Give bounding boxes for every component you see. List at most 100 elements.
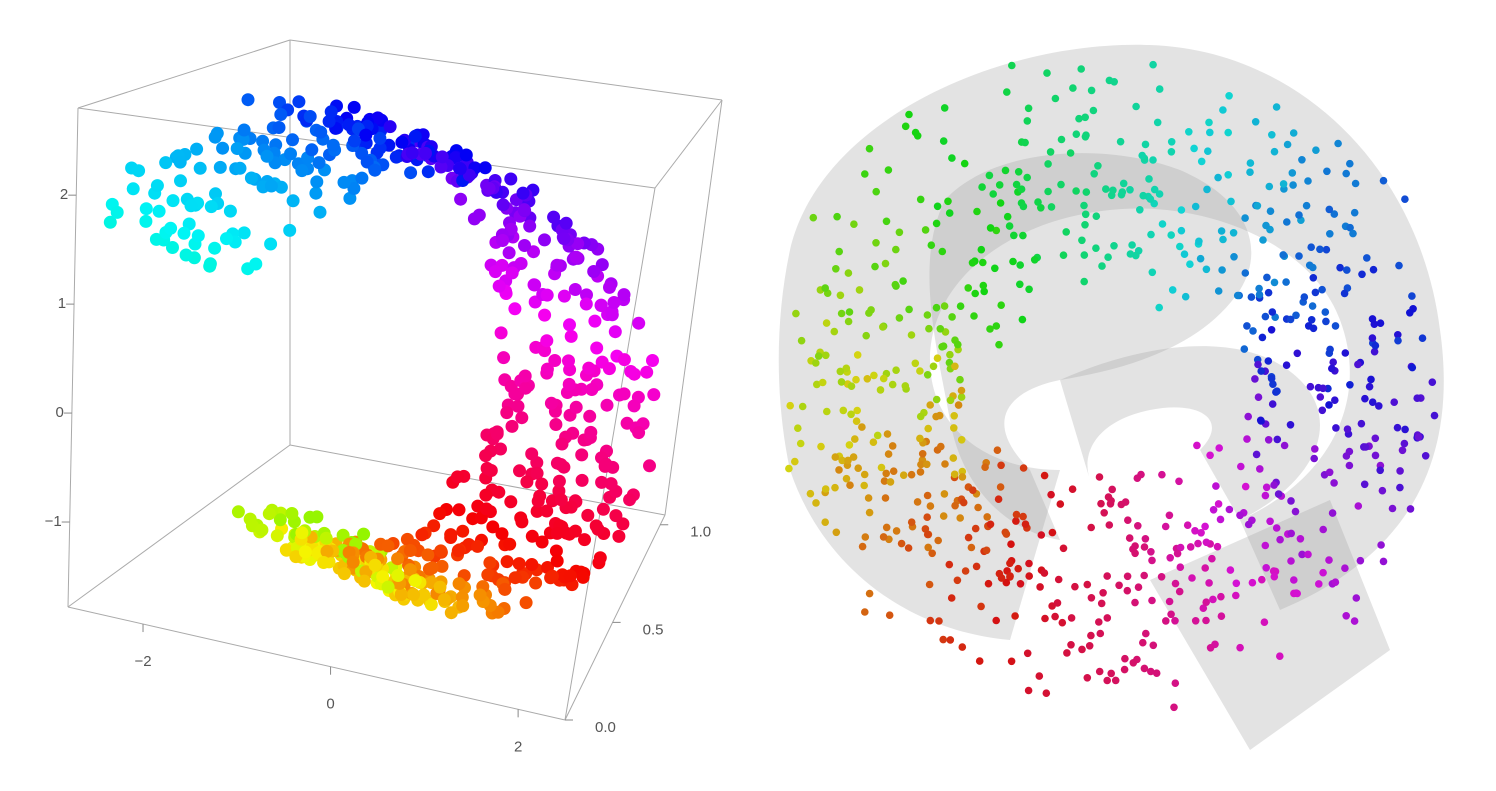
decorative-point: [1209, 595, 1217, 604]
decorative-point: [1379, 176, 1388, 185]
decorative-point: [1069, 84, 1077, 92]
decorative-point: [1012, 180, 1021, 189]
decorative-point: [992, 322, 1001, 330]
decorative-point: [1325, 205, 1334, 214]
decorative-point: [1321, 308, 1330, 316]
decorative-point: [1371, 341, 1380, 350]
decorative-point: [996, 199, 1005, 207]
decorative-point: [1269, 567, 1278, 575]
decorative-point: [1167, 138, 1176, 146]
decorative-point: [904, 544, 913, 552]
decorative-point: [389, 150, 403, 164]
decorative-point: [513, 464, 526, 478]
decorative-point: [951, 501, 959, 510]
decorative-point: [1171, 579, 1180, 588]
decorative-point: [934, 536, 942, 545]
decorative-point: [895, 314, 904, 322]
decorative-point: [1010, 231, 1018, 240]
decorative-point: [1288, 169, 1297, 177]
decorative-point: [806, 489, 815, 498]
decorative-point: [882, 469, 890, 478]
decorative-point: [1019, 512, 1027, 521]
decorative-point: [357, 527, 371, 541]
decorative-point: [1014, 168, 1023, 176]
decorative-point: [216, 141, 230, 155]
decorative-point: [264, 179, 278, 193]
decorative-point: [884, 166, 893, 174]
decorative-point: [421, 548, 435, 562]
decorative-point: [1002, 530, 1011, 538]
decorative-point: [1343, 266, 1351, 274]
decorative-point: [1225, 505, 1234, 514]
decorative-point: [992, 226, 1001, 235]
decorative-point: [1249, 327, 1257, 335]
decorative-point: [1092, 244, 1100, 252]
decorative-point: [647, 388, 661, 402]
decorative-point: [1395, 261, 1403, 270]
decorative-point: [1023, 173, 1031, 182]
decorative-point: [479, 488, 493, 502]
decorative-point: [488, 265, 502, 279]
decorative-point: [563, 318, 576, 332]
decorative-point: [1173, 549, 1182, 558]
decorative-point: [415, 528, 429, 542]
decorative-point: [1214, 173, 1222, 182]
decorative-point: [1394, 331, 1402, 339]
decorative-point: [1177, 226, 1186, 235]
decorative-point: [1354, 502, 1363, 510]
decorative-point: [1123, 572, 1132, 581]
decorative-point: [568, 283, 582, 296]
decorative-point: [480, 461, 494, 475]
decorative-point: [1165, 597, 1174, 606]
decorative-point: [204, 200, 218, 214]
decorative-point: [884, 450, 893, 458]
decorative-point: [958, 467, 967, 476]
decorative-point: [1375, 402, 1383, 410]
decorative-point: [986, 520, 995, 529]
decorative-point: [1304, 550, 1312, 559]
decorative-point: [1241, 269, 1250, 277]
decorative-point: [540, 334, 554, 348]
decorative-point: [831, 453, 840, 461]
decorative-point: [921, 226, 930, 234]
decorative-point: [916, 468, 925, 476]
decorative-point: [1121, 498, 1130, 506]
decorative-point: [383, 120, 397, 134]
decorative-point: [850, 220, 858, 228]
decorative-point: [926, 502, 935, 510]
decorative-point: [1368, 334, 1377, 342]
decorative-point: [956, 375, 964, 384]
decorative-point: [515, 411, 529, 425]
decorative-point: [1158, 470, 1166, 479]
decorative-point: [925, 580, 934, 589]
decorative-point: [1418, 334, 1427, 343]
decorative-point: [454, 192, 468, 206]
decorative-point: [1149, 641, 1158, 650]
decorative-point: [1316, 393, 1325, 401]
decorative-point: [518, 239, 531, 252]
decorative-point: [1209, 506, 1218, 514]
decorative-point: [1379, 557, 1388, 566]
decorative-point: [1280, 441, 1289, 450]
decorative-point: [1104, 253, 1112, 261]
decorative-point: [305, 143, 319, 157]
decorative-point: [1345, 461, 1354, 470]
decorative-point: [544, 571, 558, 585]
decorative-point: [1072, 187, 1080, 195]
decorative-point: [1206, 128, 1214, 137]
decorative-point: [1175, 477, 1183, 486]
decorative-point: [1421, 452, 1430, 460]
decorative-point: [1377, 541, 1385, 549]
decorative-point: [1126, 186, 1134, 194]
decorative-point: [632, 426, 646, 440]
decorative-point: [1286, 421, 1295, 429]
decorative-point: [1341, 564, 1349, 572]
decorative-point: [1309, 263, 1317, 272]
decorative-point: [1190, 144, 1198, 153]
decorative-point: [643, 459, 656, 473]
decorative-point: [310, 175, 324, 189]
decorative-point: [371, 111, 385, 125]
decorative-point: [557, 289, 571, 303]
decorative-point: [1035, 672, 1044, 680]
decorative-point: [1097, 599, 1106, 608]
